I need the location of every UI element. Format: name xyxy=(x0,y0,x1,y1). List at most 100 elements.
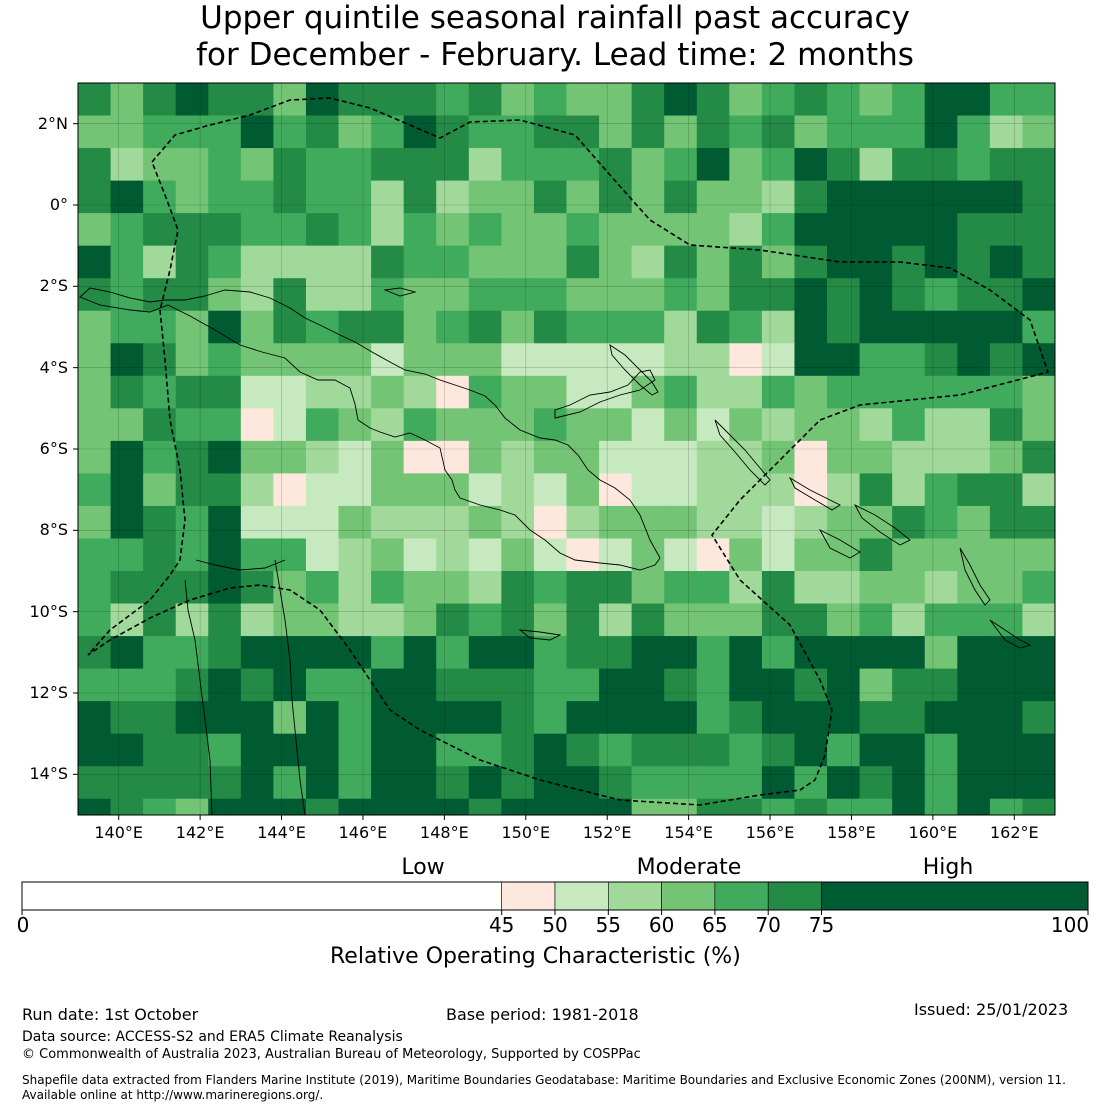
grid-cell xyxy=(371,148,405,182)
grid-cell xyxy=(599,310,633,344)
grid-cell xyxy=(501,766,535,800)
grid-cell xyxy=(664,701,698,735)
grid-cell xyxy=(827,83,861,117)
grid-cell xyxy=(305,701,340,735)
grid-cell xyxy=(794,115,828,149)
lat-lon-gridlines xyxy=(78,83,1055,815)
grid-cell xyxy=(957,180,991,214)
grid-cell xyxy=(1022,733,1055,767)
grid-cell xyxy=(1022,668,1055,702)
grid-cell xyxy=(599,701,633,735)
grid-cell xyxy=(501,278,535,312)
grid-cell xyxy=(338,440,372,474)
grid-cell xyxy=(761,115,796,149)
grid-cell xyxy=(924,538,958,572)
grid-cell xyxy=(989,213,1024,247)
grid-cell xyxy=(208,310,242,344)
grid-cell xyxy=(631,505,665,540)
grid-cell xyxy=(78,213,112,247)
grid-cell xyxy=(403,375,437,409)
grid-cell xyxy=(1022,115,1055,149)
grid-cell xyxy=(957,440,991,474)
grid-cell xyxy=(371,375,405,409)
grid-cell xyxy=(273,766,307,800)
grid-cell xyxy=(1022,538,1055,572)
grid-cell xyxy=(892,473,926,507)
grid-cell xyxy=(436,571,470,605)
grid-cell xyxy=(143,180,177,214)
grid-cell xyxy=(403,505,437,540)
grid-cell xyxy=(892,148,926,182)
grid-cell xyxy=(827,733,861,767)
grid-cell xyxy=(533,505,568,540)
grid-cell xyxy=(761,538,796,572)
grid-cell xyxy=(664,213,698,247)
grid-cell xyxy=(924,733,958,767)
grid-cell xyxy=(436,148,470,182)
grid-cell xyxy=(957,213,991,247)
grid-cell xyxy=(761,603,796,637)
grid-cell xyxy=(436,505,470,540)
grid-cell xyxy=(305,538,340,572)
grid-cell xyxy=(468,473,502,507)
grid-cell xyxy=(338,473,372,507)
grid-cell xyxy=(729,83,763,117)
grid-cell xyxy=(566,701,600,735)
grid-cell xyxy=(729,733,763,767)
grid-cell xyxy=(989,148,1024,182)
grid-cell xyxy=(566,213,600,247)
copyright: © Commonwealth of Australia 2023, Austra… xyxy=(22,1047,641,1062)
grid-cell xyxy=(794,701,828,735)
grid-cell xyxy=(989,83,1024,117)
grid-cell xyxy=(664,668,698,702)
grid-cell xyxy=(924,505,958,540)
grid-cell xyxy=(599,440,633,474)
grid-cell xyxy=(794,245,828,279)
grid-cell xyxy=(436,473,470,507)
grid-cell xyxy=(827,603,861,637)
grid-cell xyxy=(338,278,372,312)
grid-cell xyxy=(631,571,665,605)
grid-cell xyxy=(1055,116,1088,149)
grid-cell xyxy=(1055,473,1088,506)
grid-cell xyxy=(110,473,144,507)
grid-cell xyxy=(1022,375,1055,409)
grid-cell xyxy=(208,278,242,312)
grid-cell xyxy=(599,180,633,214)
grid-cell xyxy=(827,798,861,815)
grid-cell xyxy=(175,408,209,442)
grid-cell xyxy=(208,505,242,540)
grid-cell xyxy=(957,83,991,117)
colorbar-segment xyxy=(501,881,556,911)
grid-cell xyxy=(827,701,861,735)
grid-cell xyxy=(794,408,828,442)
grid-cell xyxy=(892,668,926,702)
grid-cell xyxy=(273,245,307,279)
grid-cell xyxy=(208,245,242,279)
grid-cell xyxy=(696,343,730,377)
grid-cell xyxy=(78,473,112,507)
grid-cell xyxy=(989,766,1024,800)
grid-cell xyxy=(371,798,405,815)
grid-cell xyxy=(240,538,274,572)
grid-cell xyxy=(761,213,796,247)
grid-cell xyxy=(110,636,144,670)
grid-cell xyxy=(664,180,698,214)
grid-cell xyxy=(924,440,958,474)
grid-cell xyxy=(468,766,502,800)
grid-cell xyxy=(827,213,861,247)
x-tick-label: 150°E xyxy=(501,823,551,842)
grid-cell xyxy=(989,505,1024,540)
grid-cell xyxy=(501,668,535,702)
grid-cell xyxy=(110,668,144,702)
grid-cell xyxy=(468,440,502,474)
grid-cell xyxy=(1055,408,1088,441)
grid-cell xyxy=(599,538,633,572)
colorbar-segment xyxy=(21,881,503,911)
grid-cell xyxy=(78,505,112,540)
grid-cell xyxy=(827,505,861,540)
x-tick-label: 162°E xyxy=(989,823,1039,842)
grid-cell xyxy=(371,245,405,279)
grid-cell xyxy=(436,798,470,815)
grid-cell xyxy=(924,278,958,312)
